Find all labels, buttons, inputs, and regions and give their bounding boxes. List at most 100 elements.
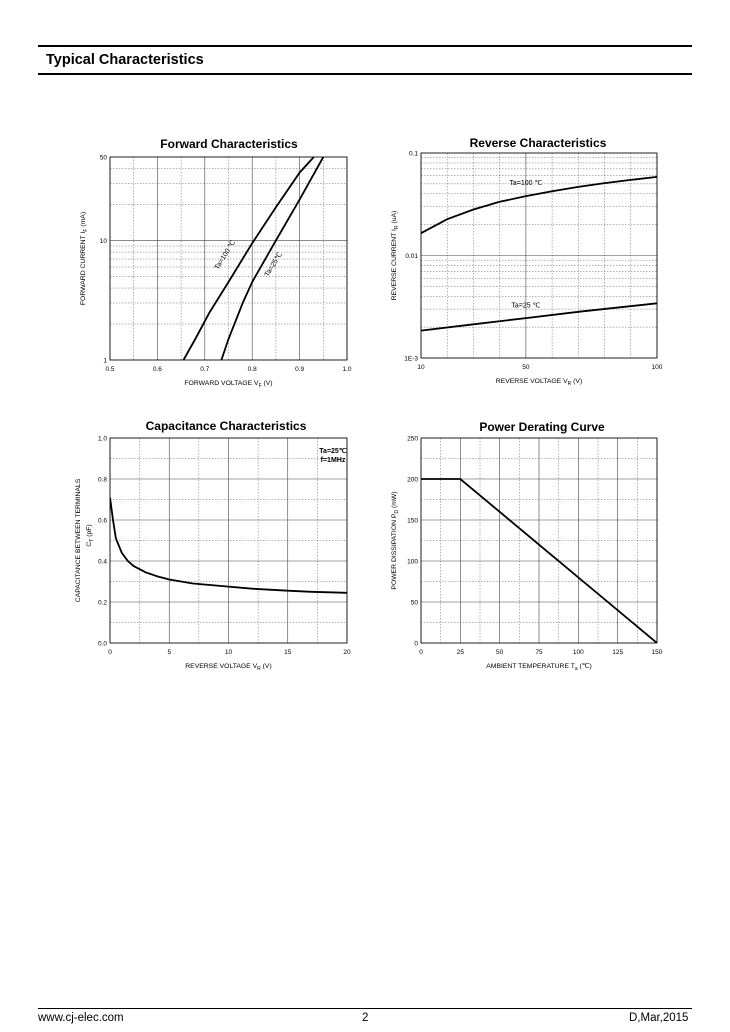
footer-rule bbox=[38, 1008, 692, 1009]
y-tick-label: 250 bbox=[407, 436, 418, 443]
x-tick-label: 20 bbox=[343, 649, 351, 656]
reverse-series-line-0 bbox=[421, 176, 657, 234]
x-tick-label: 10 bbox=[225, 649, 233, 656]
power-x-axis-label-subscript: a bbox=[575, 666, 578, 672]
reverse-annotation-ta100: Ta=100 ℃ bbox=[509, 180, 542, 187]
forward-x-axis-label-subscript: F bbox=[259, 383, 262, 389]
power-y-axis-label-text: POWER DISSIPATION P bbox=[391, 513, 398, 589]
capacitance-y-axis-symbol: CT (pF) bbox=[86, 524, 95, 546]
x-tick-label: 150 bbox=[652, 649, 663, 656]
forward-y-axis-label-unit: (mA) bbox=[80, 212, 87, 229]
y-tick-label: 50 bbox=[411, 600, 419, 607]
forward-y-axis-label-text: FORWARD CURRENT I bbox=[80, 231, 87, 305]
footer-date: D,Mar,2015 bbox=[629, 1012, 689, 1024]
footer-website[interactable]: www.cj-elec.com bbox=[38, 1012, 124, 1024]
x-tick-label: 50 bbox=[522, 364, 530, 371]
y-tick-label: 0.6 bbox=[98, 518, 107, 525]
reverse-x-axis-label-text: REVERSE VOLTAGE V bbox=[496, 378, 568, 385]
capacitance-y-axis-symbol-unit: (pF) bbox=[86, 524, 93, 538]
x-tick-label: 5 bbox=[167, 649, 171, 656]
capacitance-annotation-temperature: Ta=25℃ bbox=[319, 447, 347, 455]
title-rule bbox=[38, 73, 692, 75]
x-tick-label: 100 bbox=[652, 364, 663, 371]
x-tick-label: 10 bbox=[417, 364, 425, 371]
y-tick-label: 150 bbox=[407, 518, 418, 525]
capacitance-y-axis-symbol-subscript: T bbox=[89, 539, 95, 542]
power-x-axis-label-text: AMBIENT TEMPERATURE T bbox=[486, 663, 575, 670]
x-tick-label: 125 bbox=[612, 649, 623, 656]
reverse-x-axis-label-subscript: R bbox=[568, 381, 572, 387]
capacitance-x-axis-label-text: REVERSE VOLTAGE V bbox=[185, 663, 257, 670]
reverse-annotation-ta25: Ta=25 ℃ bbox=[511, 303, 540, 310]
forward-chart-title: Forward Characteristics bbox=[160, 137, 298, 151]
forward-plot-frame bbox=[109, 156, 348, 361]
capacitance-plot-frame bbox=[109, 437, 348, 644]
capacitance-x-axis-label-subscript: R bbox=[257, 666, 261, 672]
capacitance-series-line-0 bbox=[110, 497, 347, 594]
y-tick-label: 50 bbox=[100, 155, 108, 162]
x-tick-label: 1.0 bbox=[342, 366, 351, 373]
x-tick-label: 75 bbox=[535, 649, 543, 656]
y-tick-label: 1.0 bbox=[98, 436, 107, 443]
reverse-y-axis-label-text: REVERSE CURRENT I bbox=[391, 229, 398, 300]
forward-series-line-1 bbox=[220, 157, 325, 360]
footer-page-number: 2 bbox=[362, 1012, 369, 1024]
reverse-plot-frame bbox=[420, 152, 658, 359]
y-tick-label: 0.2 bbox=[98, 600, 107, 607]
x-tick-label: 0 bbox=[108, 649, 112, 656]
y-tick-label: 0.4 bbox=[98, 559, 107, 566]
x-tick-label: 0 bbox=[419, 649, 423, 656]
y-tick-label: 0.01 bbox=[405, 253, 418, 260]
power-grid bbox=[420, 437, 658, 644]
x-tick-label: 0.6 bbox=[153, 366, 162, 373]
x-tick-label: 0.5 bbox=[105, 366, 114, 373]
y-tick-label: 0 bbox=[414, 641, 418, 648]
capacitance-x-axis-label: REVERSE VOLTAGE VR (V) bbox=[185, 663, 271, 672]
power-y-axis-label-subscript: D bbox=[394, 510, 400, 514]
y-tick-label: 1E-3 bbox=[404, 356, 418, 363]
capacitance-annotation-frequency: f=1MHz bbox=[321, 457, 346, 464]
x-tick-label: 50 bbox=[496, 649, 504, 656]
forward-y-axis-label: FORWARD CURRENT IF (mA) bbox=[80, 212, 89, 305]
reverse-y-axis-label-unit: (uA) bbox=[391, 211, 398, 226]
y-tick-label: 0.0 bbox=[98, 641, 107, 648]
reverse-series-line-1 bbox=[421, 302, 657, 332]
y-tick-label: 200 bbox=[407, 477, 418, 484]
reverse-y-axis-label-subscript: R bbox=[394, 225, 400, 229]
x-tick-label: 100 bbox=[573, 649, 584, 656]
capacitance-chart-title: Capacitance Characteristics bbox=[146, 419, 307, 433]
reverse-y-axis-label: REVERSE CURRENT IR (uA) bbox=[391, 211, 400, 301]
power-chart-title: Power Derating Curve bbox=[479, 420, 605, 434]
forward-x-axis-label: FORWARD VOLTAGE VF (V) bbox=[184, 380, 272, 389]
section-title: Typical Characteristics bbox=[46, 52, 204, 68]
power-series-line-0 bbox=[421, 478, 657, 643]
power-plot-frame bbox=[420, 437, 658, 644]
forward-x-axis-label-unit: (V) bbox=[262, 380, 273, 387]
y-tick-label: 0.8 bbox=[98, 477, 107, 484]
top-rule bbox=[38, 45, 692, 47]
x-tick-label: 15 bbox=[284, 649, 292, 656]
capacitance-y-axis-label: CAPACITANCE BETWEEN TERMINALS bbox=[75, 478, 82, 602]
power-y-axis-label-unit: (mW) bbox=[391, 491, 398, 510]
capacitance-x-axis-label-unit: (V) bbox=[261, 663, 272, 670]
forward-series-line-0 bbox=[182, 157, 315, 360]
forward-x-axis-label-text: FORWARD VOLTAGE V bbox=[184, 380, 259, 387]
x-tick-label: 0.8 bbox=[248, 366, 257, 373]
reverse-x-axis-label-unit: (V) bbox=[571, 378, 582, 385]
power-x-axis-label: AMBIENT TEMPERATURE Ta (℃) bbox=[486, 663, 591, 672]
forward-y-axis-label-subscript: F bbox=[83, 229, 89, 232]
power-y-axis-label: POWER DISSIPATION PD (mW) bbox=[391, 491, 400, 589]
power-x-axis-label-unit: (℃) bbox=[578, 663, 592, 670]
y-tick-label: 0.1 bbox=[409, 151, 418, 158]
y-tick-label: 100 bbox=[407, 559, 418, 566]
y-tick-label: 1 bbox=[103, 358, 107, 365]
y-tick-label: 10 bbox=[100, 238, 108, 245]
reverse-chart-title: Reverse Characteristics bbox=[470, 136, 607, 150]
x-tick-label: 0.9 bbox=[295, 366, 304, 373]
reverse-x-axis-label: REVERSE VOLTAGE VR (V) bbox=[496, 378, 582, 387]
x-tick-label: 0.7 bbox=[200, 366, 209, 373]
